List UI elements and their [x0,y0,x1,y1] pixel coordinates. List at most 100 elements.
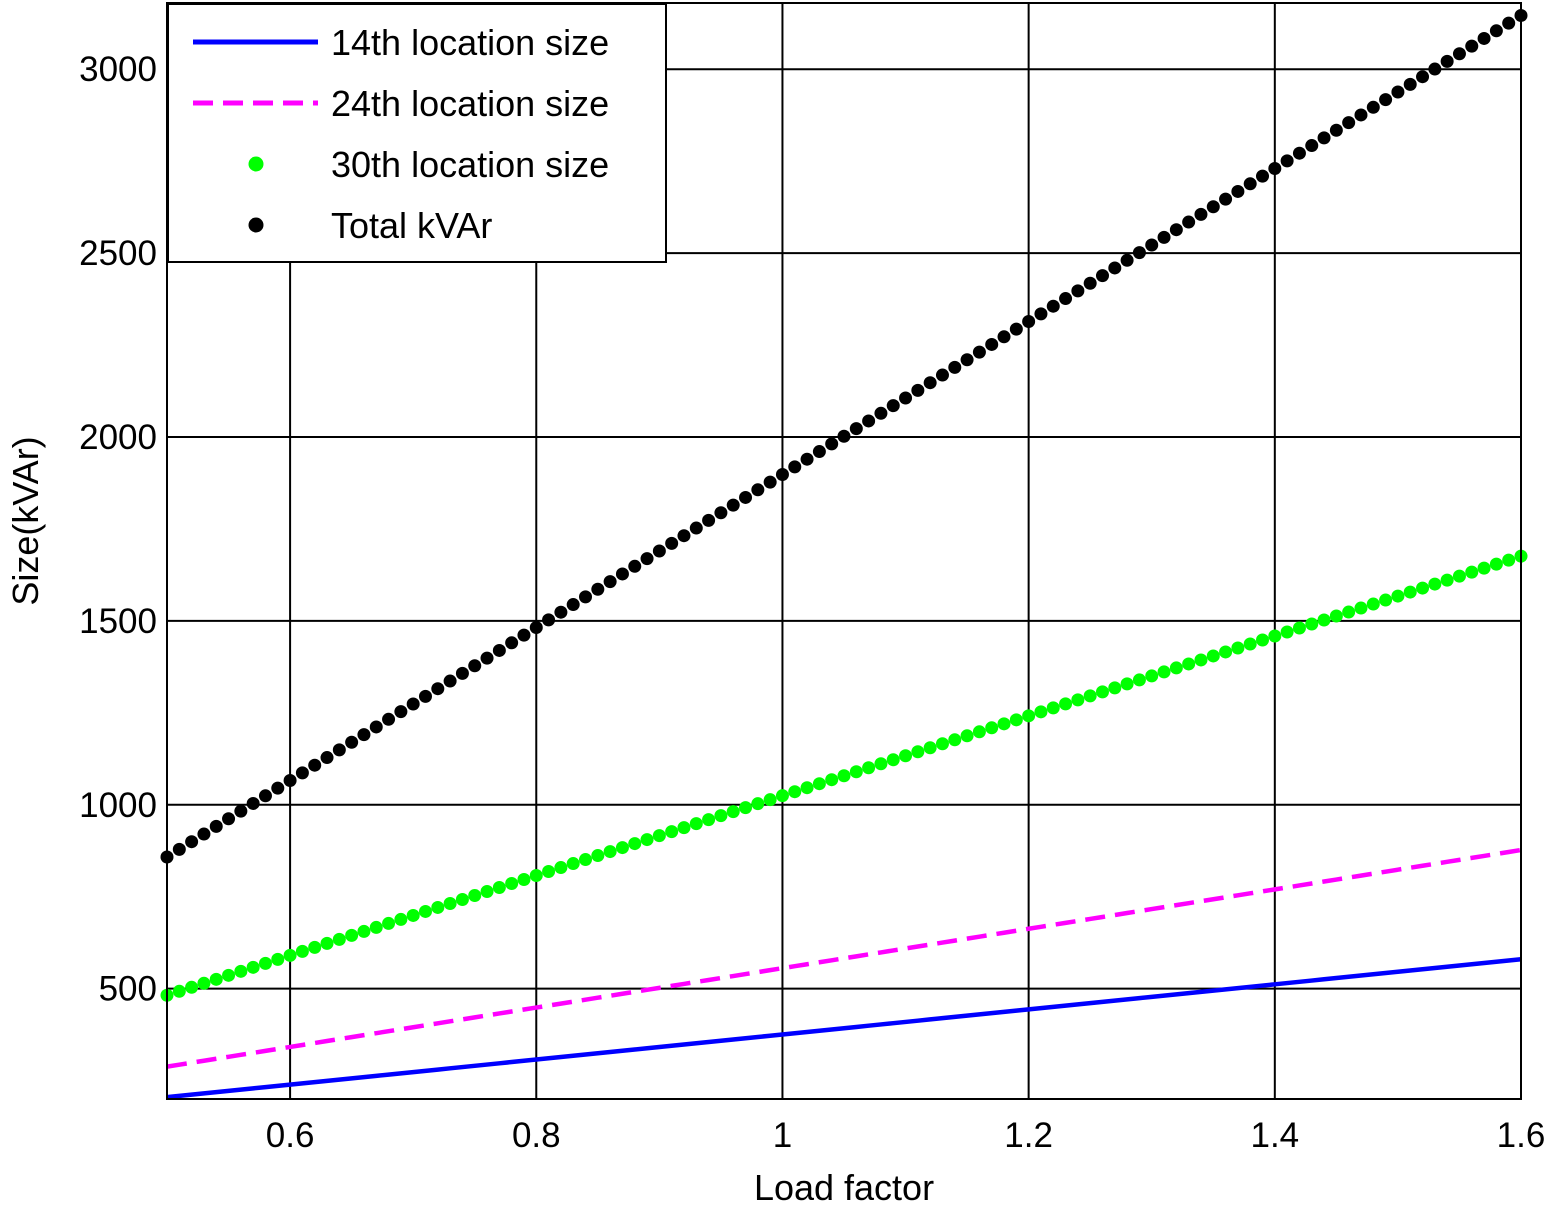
data-point [923,376,937,390]
data-point [468,888,482,902]
x-tick-label: 0.8 [512,1116,561,1155]
data-point [1071,284,1085,298]
data-point [1182,215,1196,229]
data-point [1317,613,1331,627]
data-point [1489,557,1503,571]
data-point [652,829,666,843]
data-point [369,920,383,934]
data-point [431,900,445,914]
data-point [689,817,703,831]
data-point [1095,269,1109,283]
series-line [166,847,1522,1069]
data-point [1169,223,1183,237]
data-point [1034,307,1048,321]
data-point [209,972,223,986]
x-axis-ticks: 0.6 0.8 1 1.2 1.4 1.6 [266,1116,1546,1155]
data-point [800,452,814,466]
data-point [431,682,445,696]
data-point [542,613,556,627]
data-point [1009,713,1023,727]
data-point [505,877,519,890]
series-2 [166,847,1522,1069]
y-axis-ticks: 500 1000 1500 2000 2500 3000 [79,50,157,1008]
y-tick-label: 2500 [79,234,157,273]
y-tick-label: 1500 [79,602,157,641]
data-point [418,689,432,703]
data-point [1120,253,1134,267]
data-point [566,857,580,871]
data-point [677,529,691,543]
data-point [234,964,248,978]
data-point [1243,637,1257,651]
data-point [382,712,396,726]
data-point [320,751,334,765]
data-point [591,849,605,863]
data-point [911,383,925,397]
data-point [603,845,617,859]
data-point [579,853,593,867]
data-point [258,789,272,803]
data-point [1329,123,1343,137]
y-axis-label: Size(kVAr) [5,436,46,605]
data-point [726,498,740,512]
data-point [739,490,753,504]
data-point [1292,621,1306,635]
data-point [1243,177,1257,191]
data-point [172,842,186,856]
data-point [849,765,863,779]
data-point [455,666,469,680]
data-point [185,980,199,994]
data-point [529,869,543,883]
data-point [480,884,494,898]
data-point [418,904,432,918]
series-line [166,957,1522,1100]
data-point [517,873,531,887]
data-point [1108,681,1122,695]
data-point [332,932,346,946]
data-point [1465,565,1479,579]
data-point [1354,108,1368,122]
data-point [1231,641,1245,655]
data-point [246,796,260,810]
data-point [849,422,863,436]
data-point [628,837,642,851]
data-point [1157,665,1171,679]
data-point [886,399,900,413]
data-point [1366,100,1380,114]
legend-item: 24th location size [193,83,609,124]
data-point [1059,697,1073,711]
data-point [1428,62,1442,76]
data-point [714,506,728,520]
y-tick-label: 500 [99,970,157,1009]
data-point [222,968,236,982]
data-point [1169,661,1183,675]
data-point [812,777,826,791]
legend-swatch [248,217,264,233]
data-point [1452,47,1466,61]
data-point [1329,609,1343,623]
data-point [825,437,839,451]
data-point [1391,85,1405,99]
data-point [1465,39,1479,53]
data-point [874,406,888,420]
data-point [246,960,260,974]
x-tick-label: 0.6 [266,1116,315,1155]
legend-label: 14th location size [331,22,609,63]
data-point [197,976,211,990]
data-point [406,908,420,922]
data-point [283,948,297,962]
legend-item: Total kVAr [248,205,492,246]
data-point [1083,276,1097,290]
data-point [972,725,986,739]
data-point [1305,139,1319,153]
data-point [935,737,949,751]
data-point [1403,585,1417,599]
data-point [1416,581,1430,595]
data-point [985,337,999,351]
data-point [1354,601,1368,615]
legend: 14th location size 24th location size 30th… [167,3,667,263]
data-point [1256,169,1270,183]
data-point [1206,649,1220,663]
legend-box [167,3,667,263]
data-point [295,766,309,780]
